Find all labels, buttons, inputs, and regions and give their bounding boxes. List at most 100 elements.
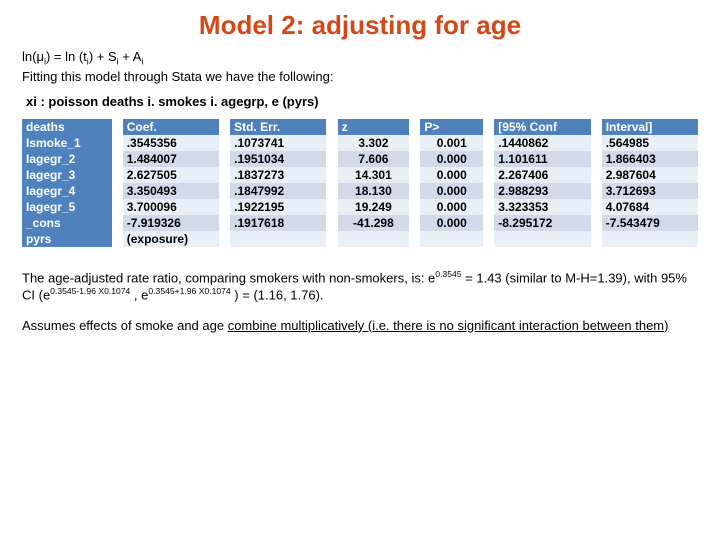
table-cell: 14.301 (338, 167, 410, 183)
column-spacer (219, 167, 230, 183)
table-row: Iagegr_5 3.700096 .1922195 19.249 0.000 3.323… (22, 199, 698, 215)
column-spacer (219, 183, 230, 199)
column-spacer (326, 151, 337, 167)
table-cell: 1.101611 (494, 151, 590, 167)
table-cell: 7.606 (338, 151, 410, 167)
slide: Model 2: adjusting for age ln(μi) = ln (… (0, 0, 720, 540)
table-cell: 2.988293 (494, 183, 590, 199)
assume-underline: combine multiplicatively (i.e. there is … (228, 318, 669, 333)
table-cell: 0.000 (420, 151, 483, 167)
column-spacer (409, 135, 420, 151)
table-cell: 3.323353 (494, 199, 590, 215)
table-cell: .1440862 (494, 135, 590, 151)
table-cell: _cons (22, 215, 112, 231)
column-spacer (112, 183, 123, 199)
table-cell (338, 231, 410, 247)
assumption-text: Assumes effects of smoke and age combine… (22, 318, 698, 334)
table-cell: 3.700096 (123, 199, 219, 215)
table-cell: .1951034 (230, 151, 326, 167)
table-cell: pyrs (22, 231, 112, 247)
table-cell (230, 231, 326, 247)
column-spacer (483, 135, 494, 151)
table-cell: 19.249 (338, 199, 410, 215)
column-spacer (483, 183, 494, 199)
column-spacer (219, 151, 230, 167)
column-spacer (409, 199, 420, 215)
column-spacer (112, 231, 123, 247)
table-row: pyrs (exposure) (22, 231, 698, 247)
table-cell: .1922195 (230, 199, 326, 215)
table-cell: .1917618 (230, 215, 326, 231)
column-spacer (219, 215, 230, 231)
column-spacer (326, 215, 337, 231)
column-spacer (112, 215, 123, 231)
table-header-cell: Interval] (602, 119, 698, 135)
results-table: deathsCoef.Std. Err.zP>[95% ConfInterval… (22, 119, 698, 247)
table-cell: Iagegr_4 (22, 183, 112, 199)
column-spacer (326, 119, 337, 135)
table-cell: -7.919326 (123, 215, 219, 231)
column-spacer (219, 135, 230, 151)
column-spacer (591, 151, 602, 167)
column-spacer (591, 183, 602, 199)
table-row: _cons-7.919326.1917618-41.2980.000-8.295… (22, 215, 698, 231)
column-spacer (112, 135, 123, 151)
table-row: Iagegr_43.350493.184799218.1300.0002.988… (22, 183, 698, 199)
column-spacer (483, 215, 494, 231)
table-body: Ismoke_1.3545356.10737413.3020.001.14408… (22, 135, 698, 247)
table-cell: 3.302 (338, 135, 410, 151)
table-cell: 0.000 (420, 167, 483, 183)
table-cell: -41.298 (338, 215, 410, 231)
column-spacer (326, 231, 337, 247)
table-cell (602, 231, 698, 247)
table-cell: (exposure) (123, 231, 219, 247)
column-spacer (326, 183, 337, 199)
column-spacer (483, 167, 494, 183)
column-spacer (483, 199, 494, 215)
column-spacer (326, 167, 337, 183)
table-cell: -7.543479 (602, 215, 698, 231)
column-spacer (219, 199, 230, 215)
table-cell: Iagegr_5 (22, 199, 112, 215)
column-spacer (326, 135, 337, 151)
table-header-cell: Coef. (123, 119, 219, 135)
column-spacer (219, 119, 230, 135)
table-header-cell: z (338, 119, 410, 135)
column-spacer (112, 151, 123, 167)
table-cell: Ismoke_1 (22, 135, 112, 151)
table-header-row: deathsCoef.Std. Err.zP>[95% ConfInterval… (22, 119, 698, 135)
table-cell: 3.350493 (123, 183, 219, 199)
table-row: Ismoke_1.3545356.10737413.3020.001.14408… (22, 135, 698, 151)
column-spacer (409, 231, 420, 247)
table-cell: 0.000 (420, 199, 483, 215)
table-cell: .3545356 (123, 135, 219, 151)
table-cell: 2.267406 (494, 167, 590, 183)
table-cell: 4.07684 (602, 199, 698, 215)
commentary-text: The age-adjusted rate ratio, comparing s… (22, 269, 698, 304)
table-cell: .1837273 (230, 167, 326, 183)
table-cell: .564985 (602, 135, 698, 151)
column-spacer (591, 215, 602, 231)
model-formula: ln(μi) = ln (ti) + Si + Ai (22, 49, 698, 67)
table-cell (494, 231, 590, 247)
column-spacer (409, 167, 420, 183)
column-spacer (591, 135, 602, 151)
table-header-cell: deaths (22, 119, 112, 135)
column-spacer (326, 199, 337, 215)
table-header-cell: [95% Conf (494, 119, 590, 135)
table-cell: .1073741 (230, 135, 326, 151)
fitting-text: Fitting this model through Stata we have… (22, 69, 698, 84)
table-cell: 3.712693 (602, 183, 698, 199)
table-header-cell: P> (420, 119, 483, 135)
column-spacer (591, 167, 602, 183)
table-row: Iagegr_32.627505.183727314.3010.0002.267… (22, 167, 698, 183)
stata-command: xi : poisson deaths i. smokes i. agegrp,… (26, 94, 698, 109)
column-spacer (483, 151, 494, 167)
column-spacer (219, 231, 230, 247)
assume-prefix: Assumes effects of smoke and age (22, 318, 228, 333)
table-cell (420, 231, 483, 247)
column-spacer (112, 199, 123, 215)
table-cell: 18.130 (338, 183, 410, 199)
column-spacer (483, 231, 494, 247)
table-cell: 2.987604 (602, 167, 698, 183)
